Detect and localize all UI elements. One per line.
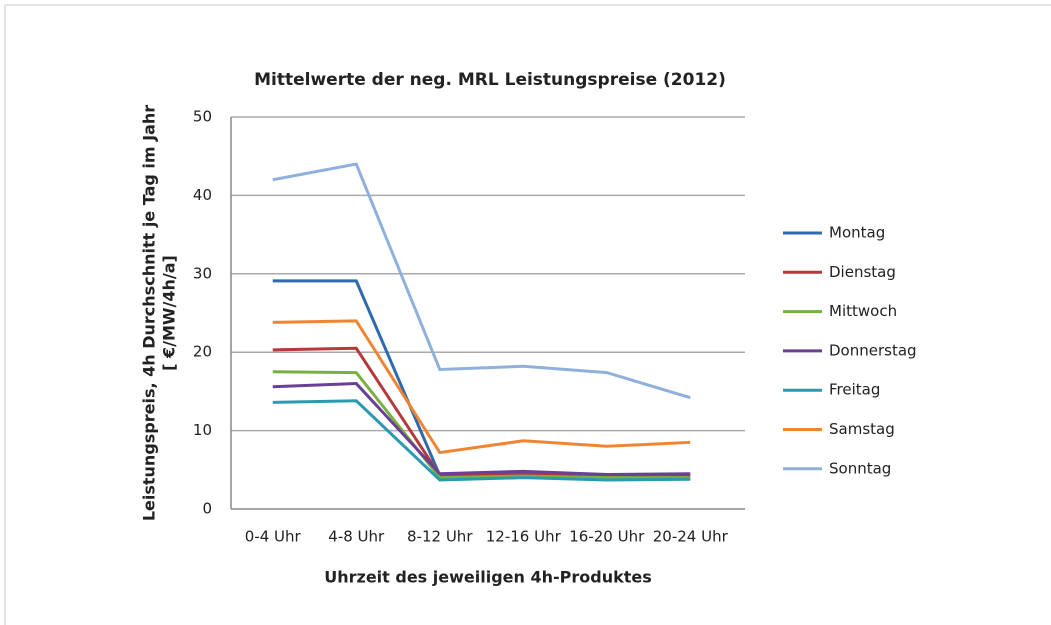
x-tick-label: 4-8 Uhr xyxy=(328,528,385,546)
y-tick-label: 10 xyxy=(193,421,212,439)
x-tick-label: 20-24 Uhr xyxy=(653,528,729,546)
y-axis-label: Leistungspreis, 4h Durchschnitt je Tag i… xyxy=(140,105,159,521)
y-tick-label: 20 xyxy=(193,343,212,361)
legend-label: Dienstag xyxy=(829,263,896,281)
series-line xyxy=(272,370,691,480)
series-line xyxy=(272,382,691,477)
y-axis-label: [ €/MW/4h/a] xyxy=(160,255,179,371)
y-tick-label: 50 xyxy=(193,108,212,126)
y-tick-label: 30 xyxy=(193,264,212,282)
y-tick-label: 0 xyxy=(202,500,212,518)
series-line xyxy=(272,319,691,455)
series-line xyxy=(272,399,691,482)
legend-label: Montag xyxy=(829,224,885,242)
series-line xyxy=(272,162,691,400)
x-tick-label: 12-16 Uhr xyxy=(486,528,562,546)
x-axis-label: Uhrzeit des jeweiligen 4h-Produktes xyxy=(324,568,652,587)
x-tick-label: 8-12 Uhr xyxy=(407,528,473,546)
legend-label: Donnerstag xyxy=(829,341,917,359)
legend-label: Sonntag xyxy=(829,459,891,477)
legend-label: Mittwoch xyxy=(829,302,897,320)
x-tick-label: 16-20 Uhr xyxy=(569,528,645,546)
y-tick-label: 40 xyxy=(193,186,212,204)
legend-label: Freitag xyxy=(829,381,880,399)
legend-label: Samstag xyxy=(829,420,895,438)
x-tick-label: 0-4 Uhr xyxy=(245,528,302,546)
chart-title: Mittelwerte der neg. MRL Leistungspreise… xyxy=(254,70,726,90)
